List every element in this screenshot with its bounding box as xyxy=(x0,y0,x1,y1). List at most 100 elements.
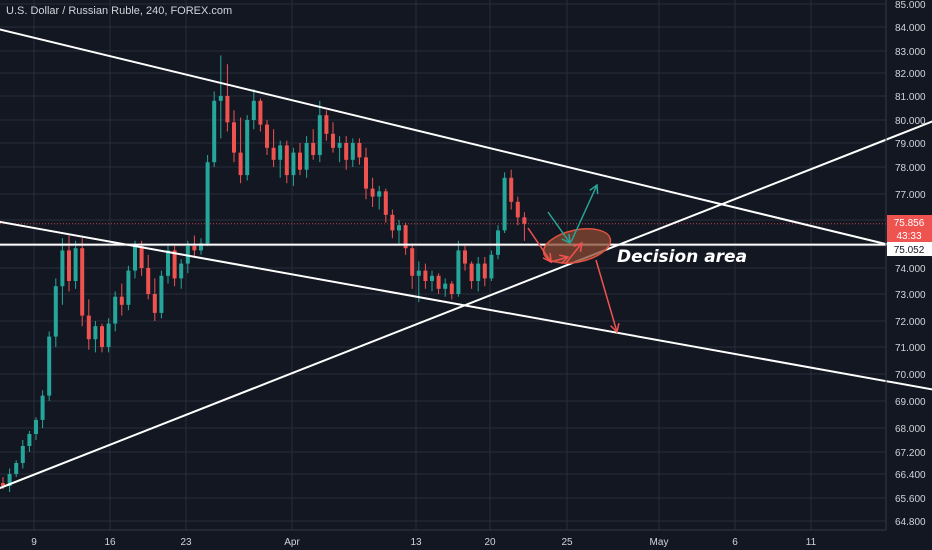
candle-body xyxy=(397,225,401,231)
candle-body xyxy=(463,250,467,264)
candle xyxy=(245,115,250,181)
drawings xyxy=(0,28,932,490)
candle-body xyxy=(86,315,91,340)
candle xyxy=(106,318,111,353)
x-tick-label: 11 xyxy=(806,537,817,548)
price-axis[interactable]: 85.000 84.000 83.000 82.000 81.000 80.000 79.0… xyxy=(895,0,926,528)
candle-body xyxy=(377,191,382,197)
y-tick-label: 65.600 xyxy=(895,494,926,505)
teal-arrow-breakout-up-shaft xyxy=(570,184,598,243)
x-tick-label: 16 xyxy=(104,537,116,548)
candle-body xyxy=(509,177,514,202)
candle xyxy=(119,283,124,316)
candle xyxy=(278,140,283,178)
candle xyxy=(93,321,98,353)
candle-body xyxy=(251,100,256,120)
candle-body xyxy=(331,133,335,148)
candle xyxy=(430,270,434,292)
candle-body xyxy=(304,143,309,170)
candle xyxy=(364,147,368,200)
candle-body xyxy=(284,145,289,176)
candle xyxy=(370,177,375,207)
candle-body xyxy=(47,336,52,396)
candle xyxy=(199,238,203,255)
candle xyxy=(159,270,164,319)
teal-arrow-down xyxy=(547,211,571,245)
candle xyxy=(324,110,329,141)
candle-body xyxy=(166,250,170,276)
candle xyxy=(14,460,19,477)
candle xyxy=(251,89,256,130)
candle-body xyxy=(7,474,12,486)
candle xyxy=(271,129,276,167)
candle xyxy=(502,172,507,233)
candle-body xyxy=(179,263,184,279)
candle-body xyxy=(489,254,494,279)
time-axis[interactable]: 9 16 23 Apr 13 20 25 May 6 11 xyxy=(31,537,816,548)
y-tick-label: 79.000 xyxy=(895,139,926,150)
last-price-badge-text: 75.856 xyxy=(894,218,925,229)
rising-support-line xyxy=(0,120,932,490)
candle-body xyxy=(350,143,355,160)
candle-body xyxy=(80,248,85,316)
y-tick-label: 74.000 xyxy=(895,264,926,275)
candle-body xyxy=(205,162,210,244)
candle xyxy=(258,98,263,132)
candle xyxy=(390,209,395,239)
candle xyxy=(205,155,210,246)
y-tick-label: 85.000 xyxy=(895,0,926,11)
candle xyxy=(86,299,91,350)
candle-body xyxy=(100,326,104,347)
y-tick-label: 68.000 xyxy=(895,424,926,435)
candle xyxy=(509,169,514,210)
candle xyxy=(456,240,461,297)
candle xyxy=(179,259,184,289)
red-arrow-up-small-shaft xyxy=(565,242,583,264)
candle-body xyxy=(133,246,137,271)
candle-body xyxy=(126,270,131,305)
candle-body xyxy=(291,152,296,176)
candle-body xyxy=(1,483,5,486)
candle-body xyxy=(337,143,342,148)
level-badge: 75.052 xyxy=(887,242,932,256)
candle xyxy=(469,261,474,289)
y-tick-label: 67.200 xyxy=(895,448,926,459)
candle xyxy=(416,261,421,303)
red-arrow-up-small-head xyxy=(573,241,583,252)
y-tick-label: 80.000 xyxy=(895,116,926,127)
candle xyxy=(152,278,157,321)
candle-body xyxy=(456,250,461,294)
candle xyxy=(113,291,118,332)
candle-body xyxy=(60,250,65,287)
countdown-badge-bg xyxy=(887,228,932,242)
candle xyxy=(192,235,197,257)
price-badges: 75.856 43:33 75.052 xyxy=(887,215,932,256)
candle-body xyxy=(410,248,415,276)
candle-body xyxy=(522,217,527,224)
candle-body xyxy=(199,243,203,251)
level-badge-text: 75.052 xyxy=(894,245,925,256)
candle-body xyxy=(245,120,250,176)
teal-arrow-down-shaft xyxy=(547,211,571,244)
candle-body xyxy=(152,294,157,313)
x-tick-label: 20 xyxy=(484,537,496,548)
candles xyxy=(1,55,527,492)
y-tick-label: 64.800 xyxy=(895,517,926,528)
candle xyxy=(449,281,454,300)
candle-body xyxy=(192,246,197,251)
y-tick-label: 78.000 xyxy=(895,163,926,174)
candle xyxy=(60,238,65,305)
candle-body xyxy=(416,270,421,276)
candle xyxy=(377,185,382,210)
candle-body xyxy=(443,283,448,289)
last-price-badge-bg xyxy=(887,215,932,229)
candle xyxy=(311,129,316,160)
y-tick-label: 83.000 xyxy=(895,47,926,58)
candle-body xyxy=(311,143,316,155)
candle xyxy=(383,188,388,223)
candle-body xyxy=(34,419,38,434)
candle-body xyxy=(496,230,500,255)
